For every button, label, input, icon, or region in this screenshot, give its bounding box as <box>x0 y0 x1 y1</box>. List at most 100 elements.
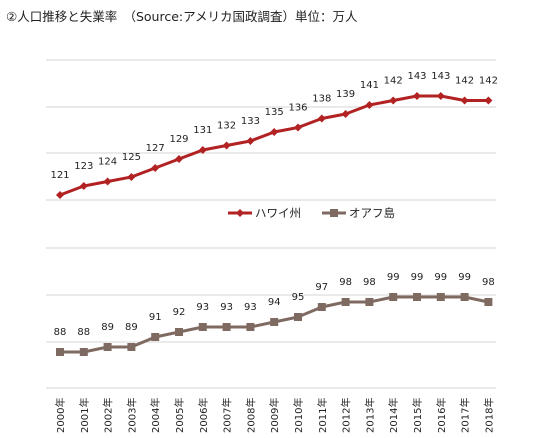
data-label: 98 <box>363 277 376 288</box>
x-axis: 2000年 2001年 2002年 2003年 2004年 2005年 2006年 2007年… <box>54 398 495 433</box>
data-point <box>151 333 160 341</box>
data-point <box>389 293 398 301</box>
data-point <box>484 96 493 105</box>
data-label: 142 <box>479 76 498 87</box>
data-point <box>79 348 88 356</box>
x-tick-label: 2011年 <box>316 398 329 433</box>
data-label: 89 <box>125 322 138 333</box>
data-label: 141 <box>360 80 379 91</box>
data-point <box>270 318 279 326</box>
data-label: 88 <box>77 327 90 338</box>
x-tick-label: 2013年 <box>363 398 376 433</box>
x-tick-label: 2018年 <box>482 398 495 433</box>
data-labels: 121 123 124 125 127 129 131 132 133 135 136 138 139 1… <box>50 71 497 338</box>
x-tick-label: 2006年 <box>197 398 210 433</box>
data-point <box>79 182 88 190</box>
x-tick-label: 2004年 <box>149 398 162 433</box>
data-point <box>460 293 469 301</box>
data-point <box>484 298 493 306</box>
data-point <box>317 114 326 123</box>
x-tick-label: 2012年 <box>340 398 353 433</box>
data-label: 88 <box>54 327 67 338</box>
series-layer <box>56 92 493 356</box>
data-point <box>294 313 302 321</box>
data-label: 92 <box>173 307 186 318</box>
data-point <box>222 323 231 331</box>
data-label: 99 <box>387 272 400 283</box>
x-tick-label: 2017年 <box>459 398 472 433</box>
data-point <box>436 92 445 100</box>
data-point <box>270 128 279 136</box>
data-point <box>222 141 231 150</box>
data-label: 99 <box>458 272 471 283</box>
data-point <box>56 191 64 199</box>
data-label: 127 <box>146 143 165 154</box>
data-point <box>341 298 350 306</box>
x-tick-label: 2008年 <box>244 398 257 433</box>
data-point <box>317 303 326 311</box>
data-point <box>246 323 255 331</box>
data-label: 129 <box>169 134 188 145</box>
gridlines <box>46 59 496 389</box>
data-point <box>294 123 302 132</box>
data-label: 93 <box>244 302 257 313</box>
data-label: 132 <box>217 121 236 132</box>
data-point <box>365 298 374 306</box>
data-point <box>436 293 445 301</box>
data-label: 135 <box>265 107 284 118</box>
data-point <box>127 343 136 351</box>
data-label: 89 <box>101 322 114 333</box>
data-label: 124 <box>98 157 117 168</box>
x-tick-label: 2007年 <box>221 398 234 433</box>
data-label: 133 <box>241 116 260 127</box>
x-tick-label: 2010年 <box>292 398 305 433</box>
data-label: 91 <box>149 312 162 323</box>
data-label: 94 <box>268 297 281 308</box>
data-point <box>246 137 255 145</box>
data-point <box>389 96 398 105</box>
data-label: 93 <box>220 302 233 313</box>
data-point <box>127 173 136 181</box>
data-label: 95 <box>292 292 305 303</box>
data-point <box>151 164 160 172</box>
data-label: 142 <box>384 76 403 87</box>
x-tick-label: 2001年 <box>78 398 91 433</box>
data-label: 98 <box>339 277 352 288</box>
data-point <box>413 293 421 301</box>
data-label: 131 <box>193 125 212 136</box>
data-label: 142 <box>455 76 474 87</box>
legend-marker <box>236 209 244 217</box>
x-tick-label: 2003年 <box>125 398 138 433</box>
data-point <box>56 348 64 356</box>
legend-label: ハワイ州 <box>255 206 301 220</box>
legend-label: オアフ島 <box>349 206 395 220</box>
legend: ハワイ州 オアフ島 <box>228 206 395 220</box>
data-point <box>413 92 421 100</box>
x-tick-label: 2014年 <box>387 398 400 433</box>
data-point <box>175 155 183 163</box>
data-label: 123 <box>74 161 93 172</box>
x-tick-label: 2000年 <box>54 398 67 433</box>
x-tick-label: 2015年 <box>411 398 424 433</box>
data-label: 136 <box>288 103 307 114</box>
data-point <box>365 101 374 109</box>
data-label: 139 <box>336 89 355 100</box>
data-label: 98 <box>482 277 495 288</box>
data-point <box>198 323 207 331</box>
data-label: 99 <box>434 272 447 283</box>
data-point <box>198 146 207 154</box>
data-label: 99 <box>411 272 424 283</box>
x-tick-label: 2009年 <box>268 398 281 433</box>
data-label: 97 <box>315 282 328 293</box>
data-label: 121 <box>50 170 69 181</box>
data-point <box>341 110 350 118</box>
data-point <box>103 343 112 351</box>
legend-marker <box>330 209 338 217</box>
x-tick-label: 2016年 <box>435 398 448 433</box>
data-point <box>103 177 112 186</box>
x-tick-label: 2005年 <box>173 398 186 433</box>
data-label: 143 <box>431 71 450 82</box>
x-tick-label: 2002年 <box>102 398 115 433</box>
data-label: 125 <box>122 152 141 163</box>
